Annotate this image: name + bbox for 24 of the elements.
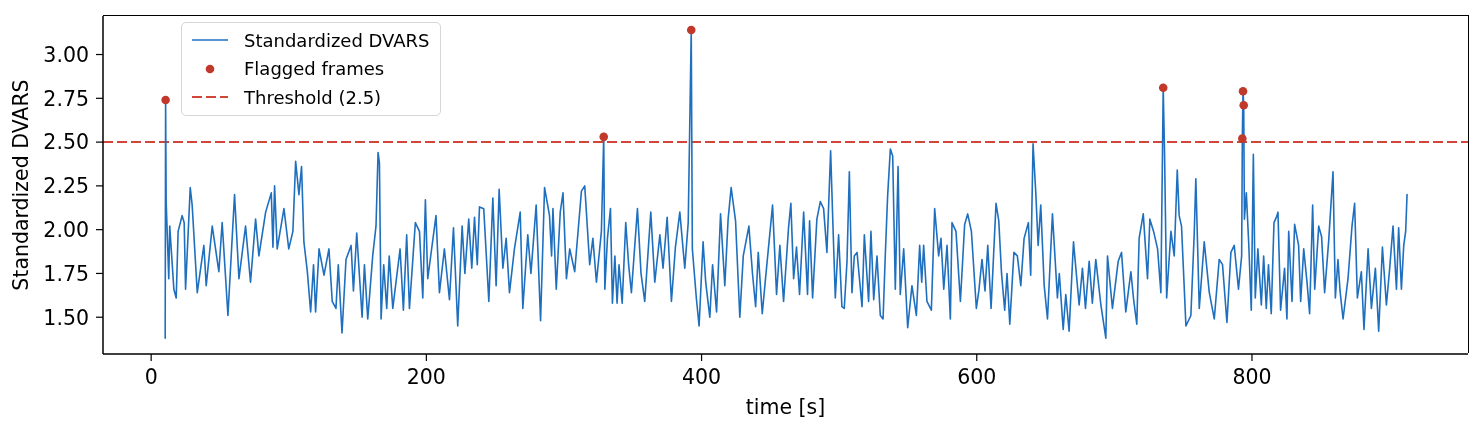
x-tick-label: 800 bbox=[1232, 364, 1272, 389]
y-tick-label: 2.00 bbox=[43, 217, 89, 242]
point bbox=[1239, 101, 1249, 110]
legend-label: Standardized DVARS bbox=[244, 29, 430, 51]
point bbox=[161, 95, 170, 105]
y-axis-title: Standardized DVARS bbox=[9, 79, 34, 291]
point bbox=[686, 25, 696, 35]
x-tick-label: 200 bbox=[406, 364, 446, 389]
x-tick-label: 400 bbox=[681, 364, 722, 389]
y-tick-label: 2.75 bbox=[43, 86, 89, 111]
y-tick-label: 2.50 bbox=[43, 130, 89, 155]
x-axis-title: time [s] bbox=[745, 395, 826, 419]
legend-label: Flagged frames bbox=[244, 58, 385, 80]
point bbox=[1238, 134, 1247, 143]
x-tick-label: 0 bbox=[144, 364, 158, 389]
y-tick-label: 3.00 bbox=[43, 42, 89, 67]
point bbox=[1238, 87, 1248, 96]
point bbox=[1158, 83, 1168, 93]
legend-label: Threshold (2.5) bbox=[244, 86, 382, 108]
y-tick-label: 1.50 bbox=[43, 305, 89, 330]
y-tick-label: 1.75 bbox=[43, 261, 89, 286]
x-tick-label: 600 bbox=[957, 364, 997, 389]
y-tick-label: 2.25 bbox=[43, 174, 89, 199]
point bbox=[599, 132, 609, 142]
